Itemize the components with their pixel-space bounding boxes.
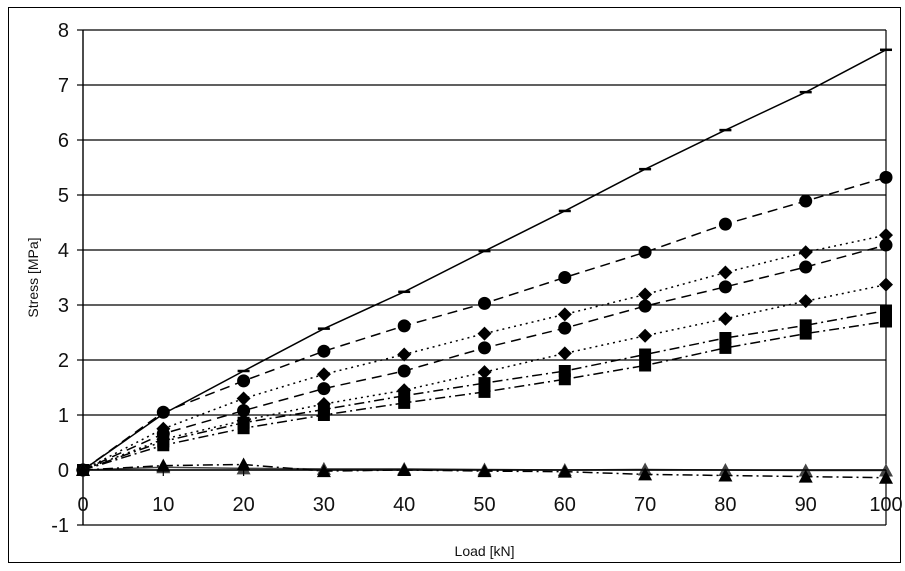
- data-point-s4: [317, 382, 331, 396]
- data-point-s4: [799, 260, 813, 274]
- y-tick-label: 0: [58, 460, 69, 482]
- y-tick-label: 4: [58, 240, 69, 262]
- series-7: [77, 315, 892, 476]
- data-point-s4: [638, 299, 652, 313]
- data-point-s7: [880, 315, 892, 328]
- data-point-s3: [397, 347, 412, 362]
- series-group: [76, 48, 893, 484]
- data-point-s6: [880, 304, 892, 317]
- data-point-s3: [879, 228, 893, 243]
- data-point-s5: [798, 294, 813, 309]
- data-point-s2: [799, 194, 813, 208]
- data-point-s5: [477, 365, 492, 380]
- data-point-s7: [317, 409, 330, 421]
- data-point-s9: [236, 457, 251, 471]
- data-point-s6: [719, 332, 732, 344]
- data-point-s9: [879, 470, 893, 484]
- data-point-s7: [799, 327, 812, 340]
- data-point-s5: [879, 277, 893, 292]
- data-point-s9: [798, 469, 813, 483]
- data-point-s2: [638, 245, 652, 259]
- y-tick-label: 6: [58, 130, 69, 152]
- y-tick-label: 2: [58, 350, 69, 372]
- data-point-s2: [478, 296, 491, 310]
- x-tick-label: 60: [554, 494, 576, 516]
- data-point-s7: [639, 359, 652, 372]
- x-tick-label: 40: [393, 494, 415, 516]
- data-point-s2: [718, 217, 732, 231]
- data-point-s5: [557, 346, 572, 361]
- x-tick-label: 50: [473, 494, 495, 516]
- x-axis-title: Load [kN]: [455, 543, 515, 559]
- data-point-s2: [397, 319, 411, 333]
- data-point-s4: [879, 238, 893, 252]
- y-tick-label: 7: [58, 75, 69, 97]
- data-point-s2: [558, 271, 572, 284]
- data-point-s3: [557, 307, 572, 322]
- data-point-s3: [477, 326, 492, 341]
- x-tick-label: 10: [152, 494, 174, 516]
- data-point-s7: [157, 439, 170, 452]
- data-point-s2: [156, 405, 170, 419]
- data-point-s2: [879, 170, 893, 184]
- data-point-s4: [558, 321, 572, 335]
- data-point-s4: [397, 364, 411, 378]
- x-tick-label: 30: [313, 494, 335, 516]
- data-point-s4: [718, 280, 732, 294]
- y-axis-title: Stress [MPa]: [25, 237, 41, 317]
- data-point-s7: [398, 396, 411, 409]
- series-line-2: [82, 176, 887, 471]
- x-tick-label: 70: [634, 494, 656, 516]
- y-tick-label: -1: [51, 515, 69, 537]
- data-point-s3: [798, 245, 813, 260]
- x-tick-label: 80: [714, 494, 736, 516]
- data-point-s2: [237, 374, 251, 388]
- y-tick-label: 5: [58, 185, 69, 207]
- series-4: [76, 238, 893, 477]
- data-point-s5: [718, 311, 733, 326]
- y-tick-label: 8: [58, 20, 69, 42]
- x-tick-label: 20: [232, 494, 254, 516]
- data-point-s6: [639, 348, 652, 361]
- axes: [77, 29, 887, 526]
- x-tick-label: 90: [795, 494, 817, 516]
- data-point-s3: [718, 265, 733, 280]
- data-point-s7: [558, 373, 571, 386]
- data-point-s3: [316, 367, 331, 382]
- data-point-s4: [237, 404, 251, 418]
- data-point-s9: [156, 458, 171, 472]
- series-line-1: [82, 49, 887, 471]
- data-point-s7: [719, 341, 732, 354]
- x-tick-label: 100: [869, 494, 902, 516]
- y-tick-label: 3: [58, 295, 69, 317]
- data-point-s7: [478, 385, 491, 398]
- data-point-s7: [237, 422, 250, 435]
- x-tick-label: 0: [77, 494, 88, 516]
- data-point-s2: [317, 344, 331, 358]
- series-1: [77, 48, 892, 472]
- data-point-s4: [478, 341, 491, 355]
- data-point-s3: [236, 391, 251, 406]
- data-point-s3: [638, 287, 653, 302]
- series-2: [76, 170, 893, 477]
- series-line-6: [82, 309, 887, 471]
- y-tick-label: 1: [58, 405, 69, 427]
- data-point-s5: [638, 328, 653, 343]
